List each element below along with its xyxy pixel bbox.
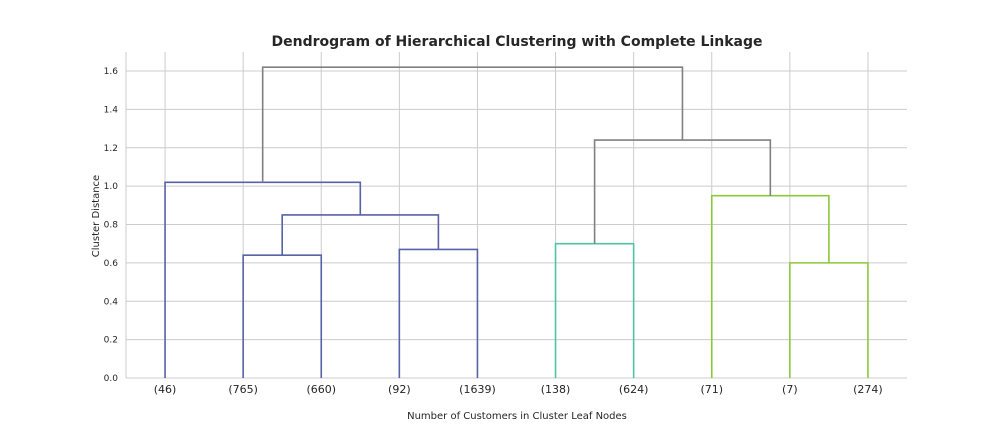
y-tick-label: 0.4 xyxy=(104,297,119,307)
dendrogram-link xyxy=(789,262,869,378)
y-axis-label: Cluster Distance xyxy=(91,175,102,257)
dendrogram-link xyxy=(242,254,323,378)
leaf-label: (71) xyxy=(700,383,723,396)
leaf-label: (138) xyxy=(541,383,571,396)
leaf-label: (92) xyxy=(388,383,411,396)
y-tick-label: 1.2 xyxy=(104,144,118,154)
y-tick-labels: 0.0 0.2 0.4 0.6 0.8 1.0 1.2 1.4 1.6 xyxy=(104,67,119,384)
chart-title: Dendrogram of Hierarchical Clustering wi… xyxy=(271,34,762,50)
x-axis-label: Number of Customers in Cluster Leaf Node… xyxy=(407,411,627,422)
y-tick-label: 0.8 xyxy=(104,221,119,231)
dendrogram-link xyxy=(710,194,830,378)
dendrogram-link xyxy=(398,248,479,378)
x-tick-labels: (46) (765) (660) (92) (1639) (138) (624) (71) (7… xyxy=(154,383,883,396)
dendrogram-link xyxy=(261,66,684,183)
leaf-label: (7) xyxy=(782,383,798,396)
y-tick-label: 0.0 xyxy=(104,374,119,384)
leaf-label: (660) xyxy=(306,383,336,396)
dendrogram-link xyxy=(554,242,635,378)
y-tick-label: 1.0 xyxy=(104,182,119,192)
y-tick-label: 1.4 xyxy=(104,105,119,115)
leaf-label: (274) xyxy=(853,383,883,396)
dendrogram-link xyxy=(164,181,362,378)
y-tick-label: 0.2 xyxy=(104,336,118,346)
leaf-label: (1639) xyxy=(459,383,496,396)
leaf-label: (46) xyxy=(154,383,177,396)
y-tick-label: 1.6 xyxy=(104,67,119,77)
dendrogram-links xyxy=(164,66,869,378)
y-tick-label: 0.6 xyxy=(104,259,119,269)
dendrogram-link xyxy=(593,139,772,244)
leaf-label: (624) xyxy=(619,383,649,396)
leaf-label: (765) xyxy=(228,383,258,396)
